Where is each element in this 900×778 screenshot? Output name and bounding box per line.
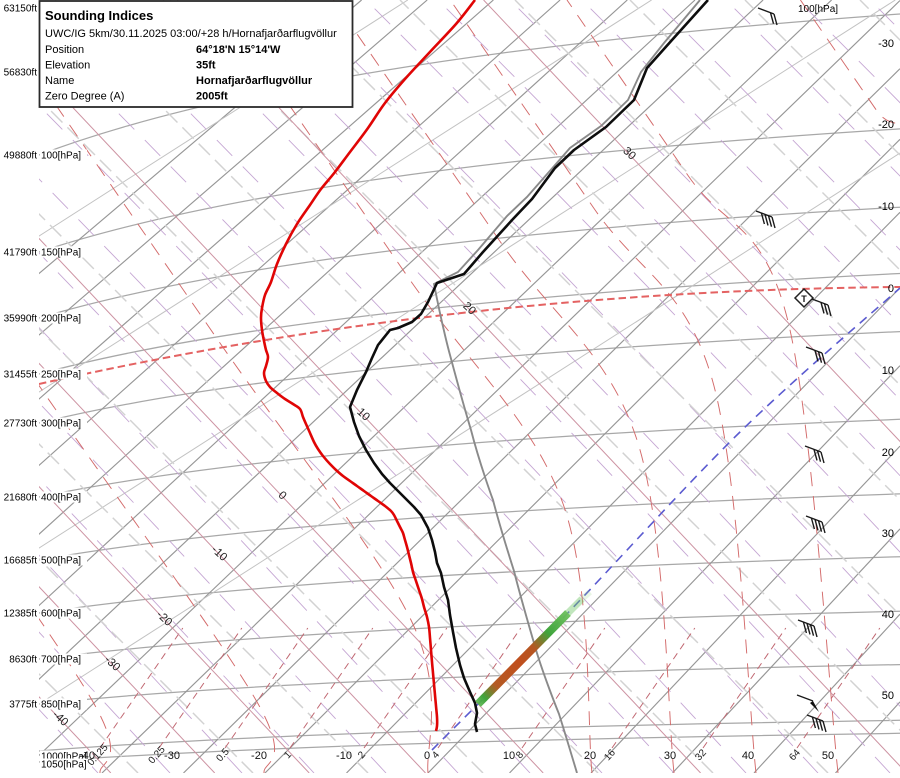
svg-text:35ft: 35ft xyxy=(196,60,216,72)
svg-text:21680ft: 21680ft xyxy=(4,493,38,504)
svg-text:-30: -30 xyxy=(878,38,894,50)
svg-text:56830ft: 56830ft xyxy=(4,68,38,79)
svg-text:49880ft: 49880ft xyxy=(4,151,38,162)
svg-text:30: 30 xyxy=(664,750,676,762)
svg-text:0: 0 xyxy=(424,750,430,762)
svg-text:-10: -10 xyxy=(336,750,352,762)
svg-text:Zero Degree (A): Zero Degree (A) xyxy=(45,91,124,103)
svg-text:40: 40 xyxy=(742,750,754,762)
svg-text:2005ft: 2005ft xyxy=(196,91,228,103)
svg-text:27730ft: 27730ft xyxy=(4,419,38,430)
svg-text:100[hPa]: 100[hPa] xyxy=(41,151,81,162)
svg-text:20: 20 xyxy=(882,447,894,459)
svg-text:41790ft: 41790ft xyxy=(4,248,38,259)
svg-text:Position: Position xyxy=(45,44,84,56)
svg-text:400[hPa]: 400[hPa] xyxy=(41,493,81,504)
svg-text:600[hPa]: 600[hPa] xyxy=(41,609,81,620)
svg-text:300[hPa]: 300[hPa] xyxy=(41,419,81,430)
svg-text:UWC/IG 5km/30.11.2025 03:00/+2: UWC/IG 5km/30.11.2025 03:00/+28 h/Hornaf… xyxy=(45,28,337,40)
svg-text:50: 50 xyxy=(822,750,834,762)
svg-text:-20: -20 xyxy=(878,119,894,131)
svg-text:16685ft: 16685ft xyxy=(4,556,38,567)
svg-text:-20: -20 xyxy=(251,750,267,762)
svg-text:250[hPa]: 250[hPa] xyxy=(41,370,81,381)
svg-text:Sounding Indices: Sounding Indices xyxy=(45,8,153,23)
svg-text:10: 10 xyxy=(882,365,894,377)
svg-text:Elevation: Elevation xyxy=(45,60,90,72)
svg-text:8630ft: 8630ft xyxy=(9,655,37,666)
svg-text:0: 0 xyxy=(888,283,894,295)
svg-text:40: 40 xyxy=(882,609,894,621)
svg-text:-10: -10 xyxy=(878,201,894,213)
svg-text:20: 20 xyxy=(584,750,596,762)
svg-text:12385ft: 12385ft xyxy=(4,609,38,620)
svg-text:35990ft: 35990ft xyxy=(4,314,38,325)
svg-text:50: 50 xyxy=(882,690,894,702)
svg-text:30: 30 xyxy=(882,528,894,540)
svg-text:63150ft: 63150ft xyxy=(4,4,38,15)
svg-text:Hornafjarðarflugvöllur: Hornafjarðarflugvöllur xyxy=(196,75,313,87)
svg-text:31455ft: 31455ft xyxy=(4,370,38,381)
svg-text:850[hPa]: 850[hPa] xyxy=(41,700,81,711)
svg-text:700[hPa]: 700[hPa] xyxy=(41,655,81,666)
svg-text:3775ft: 3775ft xyxy=(9,700,37,711)
svg-text:Name: Name xyxy=(45,75,74,87)
svg-text:200[hPa]: 200[hPa] xyxy=(41,314,81,325)
svg-text:64°18'N 15°14'W: 64°18'N 15°14'W xyxy=(196,44,281,56)
svg-text:100[hPa]: 100[hPa] xyxy=(798,4,838,15)
svg-text:150[hPa]: 150[hPa] xyxy=(41,248,81,259)
svg-text:500[hPa]: 500[hPa] xyxy=(41,556,81,567)
svg-text:T: T xyxy=(801,294,807,304)
svg-text:10: 10 xyxy=(503,750,515,762)
